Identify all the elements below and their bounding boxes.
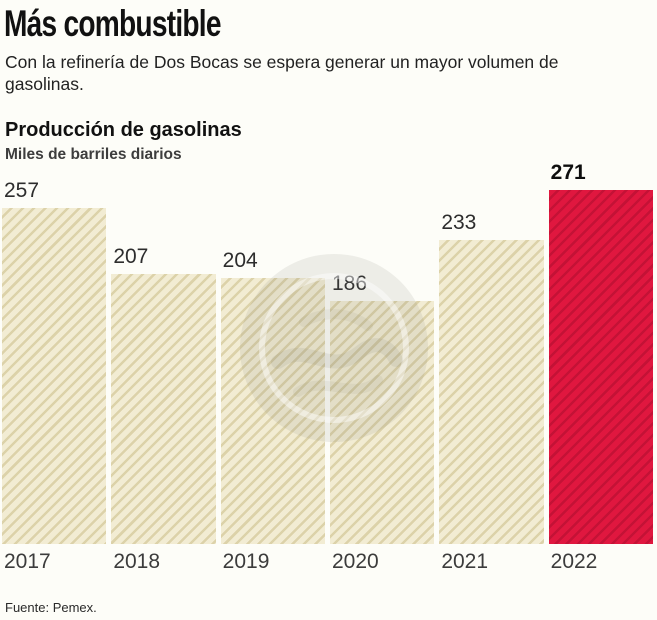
- x-axis-label-2020: 2020: [331, 550, 379, 573]
- x-axis-label-2019: 2019: [222, 550, 270, 573]
- page-title-text: Más combustible: [4, 3, 222, 44]
- page-subtitle: Con la refinería de Dos Bocas se espera …: [5, 52, 559, 94]
- bar-2021: [439, 240, 544, 544]
- bar-2020: [329, 301, 435, 544]
- bar-value-label-2019: 204: [222, 249, 258, 272]
- x-axis-label-2018: 2018: [113, 550, 161, 573]
- chart-title: Producción de gasolinas: [5, 119, 242, 141]
- bar-column-2021: 233: [439, 166, 544, 544]
- x-axis-label-2022: 2022: [550, 550, 598, 573]
- bar-2018: [111, 274, 216, 544]
- bar-value-label-2021: 233: [441, 211, 477, 234]
- x-axis-label-2017: 2017: [4, 550, 51, 573]
- bar-column-2019: 204: [220, 166, 325, 544]
- x-axis-labels: 2017 2018 2019 2020 2021 2022: [0, 550, 657, 574]
- bar-value-label-2022: 271: [550, 161, 586, 184]
- bar-value-label-2020: 186: [331, 272, 368, 295]
- bar-value-label-2017: 257: [4, 179, 40, 202]
- bar-column-2020: 186: [329, 166, 435, 544]
- chart-units-label: Miles de barriles diarios: [5, 146, 182, 163]
- bar-column-2018: 207: [111, 166, 216, 544]
- bar-2017: [2, 208, 107, 544]
- bar-column-2022: 271: [548, 161, 653, 544]
- bar-2022: [548, 190, 653, 544]
- source-credit: Fuente: Pemex.: [5, 600, 97, 615]
- bar-value-label-2018: 207: [113, 245, 149, 268]
- page-title: Más combustible: [4, 5, 657, 42]
- bar-2019: [220, 278, 325, 544]
- bar-chart-plot-area: 257 207 204 186 233 271: [0, 161, 657, 544]
- x-axis-label-2021: 2021: [441, 550, 489, 573]
- bar-column-2017: 257: [2, 166, 107, 544]
